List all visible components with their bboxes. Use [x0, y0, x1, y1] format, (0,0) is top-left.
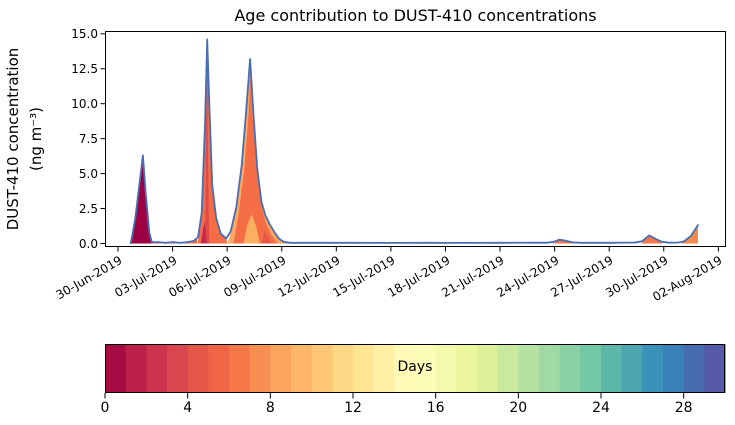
y-tick-label: 2.5	[78, 201, 98, 216]
area-patch-peak3-bottom-light	[243, 214, 260, 244]
colorbar-segment	[601, 344, 623, 393]
colorbar-segment	[559, 344, 581, 393]
axes-frame	[105, 31, 726, 247]
colorbar-segment	[187, 344, 209, 393]
colorbar-tick-label: 20	[509, 400, 528, 416]
colorbar-segment	[642, 344, 664, 393]
colorbar-segment	[435, 344, 457, 393]
colorbar-segment	[105, 344, 127, 393]
y-tick-label: 7.5	[78, 131, 98, 146]
area-patch-bump-29jul	[641, 235, 663, 244]
colorbar-segment	[373, 344, 395, 393]
area-patch-peak3-bottom-red	[261, 230, 272, 244]
colorbar-segment	[518, 344, 540, 393]
colorbar-segment	[539, 344, 561, 393]
colorbar-segment	[580, 344, 602, 393]
y-tick-label: 15.0	[71, 26, 98, 41]
colorbar-segment	[208, 344, 230, 393]
colorbar-label: Days	[397, 359, 433, 375]
colorbar-tick-label: 4	[183, 400, 193, 416]
colorbar-segment	[249, 344, 271, 393]
colorbar-segment	[683, 344, 705, 393]
colorbar-segment	[394, 344, 416, 393]
area-patch-peak2-main	[197, 41, 228, 244]
colorbar-segment	[415, 344, 437, 393]
area-patch-peak2-base-red	[200, 221, 207, 244]
colorbar-segment	[704, 344, 726, 393]
colorbar-frame	[105, 344, 725, 393]
colorbar-tick-label: 0	[100, 400, 110, 416]
colorbar-tick-label: 24	[592, 400, 610, 416]
colorbar-segment	[332, 344, 354, 393]
y-tick-label: 12.5	[71, 61, 98, 76]
colorbar-segment	[456, 344, 478, 393]
colorbar-segment	[167, 344, 189, 393]
colorbar-segment	[621, 344, 643, 393]
chart-title: Age contribution to DUST-410 concentrati…	[234, 6, 597, 25]
colorbar-segment	[477, 344, 499, 393]
colorbar-segment	[125, 344, 147, 393]
y-tick-label: 5.0	[78, 166, 98, 181]
colorbar-tick-label: 16	[426, 400, 445, 416]
colorbar-segment	[229, 344, 251, 393]
colorbar-segment	[353, 344, 375, 393]
colorbar-segment	[497, 344, 519, 393]
area-patch-peak1-dark-red	[131, 158, 152, 244]
area-patch-final-rise	[681, 225, 698, 244]
colorbar-segment	[663, 344, 685, 393]
total-concentration-line	[129, 38, 699, 245]
colorbar-segment	[311, 344, 333, 393]
colorbar-segment	[291, 344, 313, 393]
area-patch-peak2-dark-streak	[205, 50, 210, 244]
colorbar-tick-label: 12	[344, 400, 362, 416]
colorbar-segment	[270, 344, 292, 393]
colorbar-tick-label: 28	[674, 400, 693, 416]
y-tick-label: 0.0	[78, 236, 98, 251]
y-tick-label: 10.0	[71, 96, 98, 111]
colorbar-tick-label: 8	[265, 400, 275, 416]
colorbar-segment	[146, 344, 168, 393]
